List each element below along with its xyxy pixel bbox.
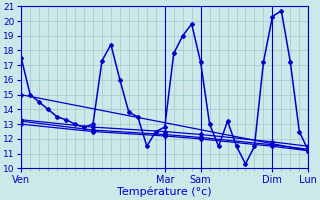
X-axis label: Température (°c): Température (°c) — [117, 187, 212, 197]
